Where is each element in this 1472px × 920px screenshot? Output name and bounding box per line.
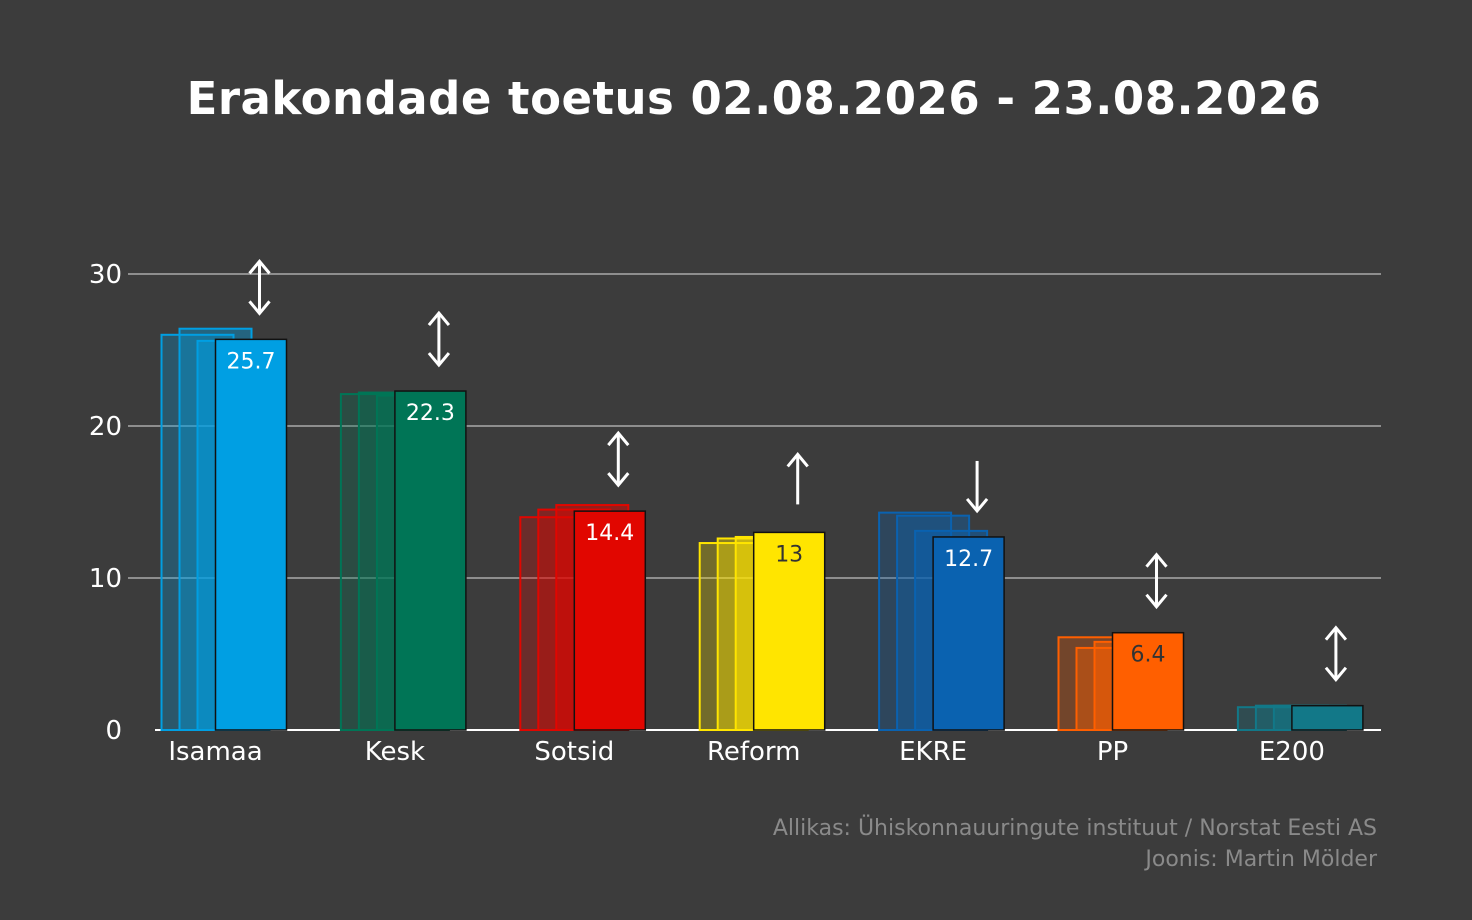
- category-label-ekre: EKRE: [899, 737, 967, 767]
- y-tick-label: 30: [89, 260, 122, 290]
- category-label-pp: PP: [1097, 737, 1128, 767]
- y-tick-label: 0: [105, 716, 122, 746]
- trend-arrow-up-icon: [786, 452, 809, 505]
- data-label-sotsid: 14.4: [585, 521, 634, 546]
- bar-reform: [752, 531, 826, 731]
- category-label-e200: E200: [1259, 737, 1325, 767]
- bar-sotsid: [573, 510, 647, 731]
- author-credit: Joonis: Martin Mölder: [1145, 847, 1377, 872]
- data-label-reform: 13: [775, 542, 803, 567]
- trend-arrow-both-icon: [427, 310, 451, 368]
- category-label-kesk: Kesk: [365, 737, 425, 767]
- data-label-kesk: 22.3: [406, 401, 455, 426]
- source-credit: Allikas: Ühiskonnauuringute instituut / …: [772, 816, 1377, 841]
- bar-pp: [1111, 631, 1185, 731]
- trend-arrow-both-icon: [248, 259, 271, 316]
- trend-arrow-down-icon: [965, 460, 989, 514]
- trend-arrows: [248, 259, 1348, 683]
- category-label-isamaa: Isamaa: [168, 737, 262, 767]
- data-label-isamaa: 25.7: [227, 349, 276, 374]
- trend-arrow-both-icon: [1145, 552, 1168, 610]
- bar-isamaa: [214, 338, 288, 731]
- data-label-pp: 6.4: [1131, 643, 1166, 668]
- bar-ekre: [932, 536, 1005, 731]
- data-label-ekre: 12.7: [944, 547, 993, 572]
- category-label-reform: Reform: [707, 737, 801, 767]
- labels: 0 10 20 30 25.7 Isamaa 22.3 Kesk 14.4 Sotsid 13 Ref…: [89, 260, 1325, 767]
- trend-arrow-both-icon: [607, 430, 630, 488]
- bar-kesk: [394, 390, 467, 731]
- y-tick-label: 10: [89, 564, 122, 594]
- y-tick-label: 20: [89, 412, 122, 442]
- category-label-sotsid: Sotsid: [534, 737, 614, 767]
- bars: [160, 327, 1364, 732]
- bar-e200: [1291, 704, 1364, 731]
- chart-title: Erakondade toetus 02.08.2026 - 23.08.202…: [186, 72, 1322, 125]
- trend-arrow-both-icon: [1324, 625, 1348, 683]
